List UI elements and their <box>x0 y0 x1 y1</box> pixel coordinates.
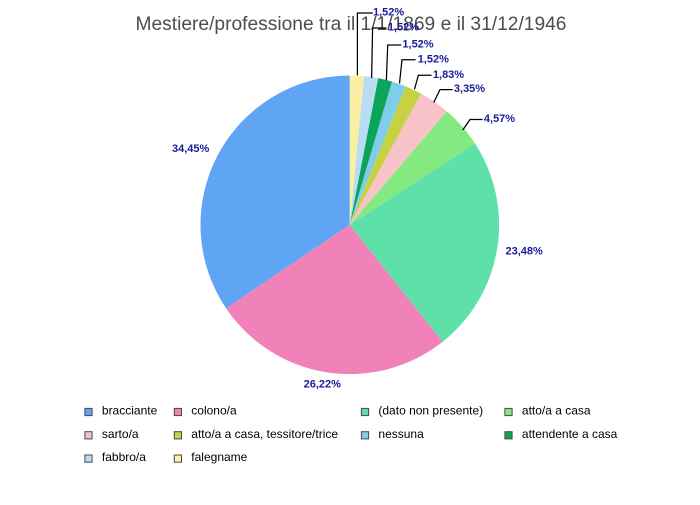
svg-text:atto/a a casa: atto/a a casa <box>522 404 591 418</box>
svg-text:3,35%: 3,35% <box>454 83 485 95</box>
svg-text:atto/a a casa, tessitore/trice: atto/a a casa, tessitore/trice <box>191 427 338 441</box>
svg-text:falegname: falegname <box>191 450 247 464</box>
svg-text:1,52%: 1,52% <box>418 53 449 65</box>
svg-text:1,52%: 1,52% <box>373 7 404 19</box>
svg-text:attendente a casa: attendente a casa <box>522 427 618 441</box>
svg-text:(dato non presente): (dato non presente) <box>378 404 483 418</box>
svg-text:1,52%: 1,52% <box>402 39 433 51</box>
svg-text:23,48%: 23,48% <box>506 245 544 257</box>
svg-text:Mestiere/professione tra il 1/: Mestiere/professione tra il 1/1/1869 e i… <box>136 14 567 35</box>
svg-text:bracciante: bracciante <box>102 404 158 418</box>
svg-text:colono/a: colono/a <box>191 404 237 418</box>
svg-text:fabbro/a: fabbro/a <box>102 450 146 464</box>
svg-text:34,45%: 34,45% <box>172 143 210 155</box>
svg-text:nessuna: nessuna <box>378 427 424 441</box>
svg-text:1,83%: 1,83% <box>433 69 464 81</box>
svg-text:1,52%: 1,52% <box>388 22 419 34</box>
svg-text:26,22%: 26,22% <box>304 379 342 391</box>
svg-text:4,57%: 4,57% <box>484 113 515 125</box>
svg-text:sarto/a: sarto/a <box>102 427 139 441</box>
